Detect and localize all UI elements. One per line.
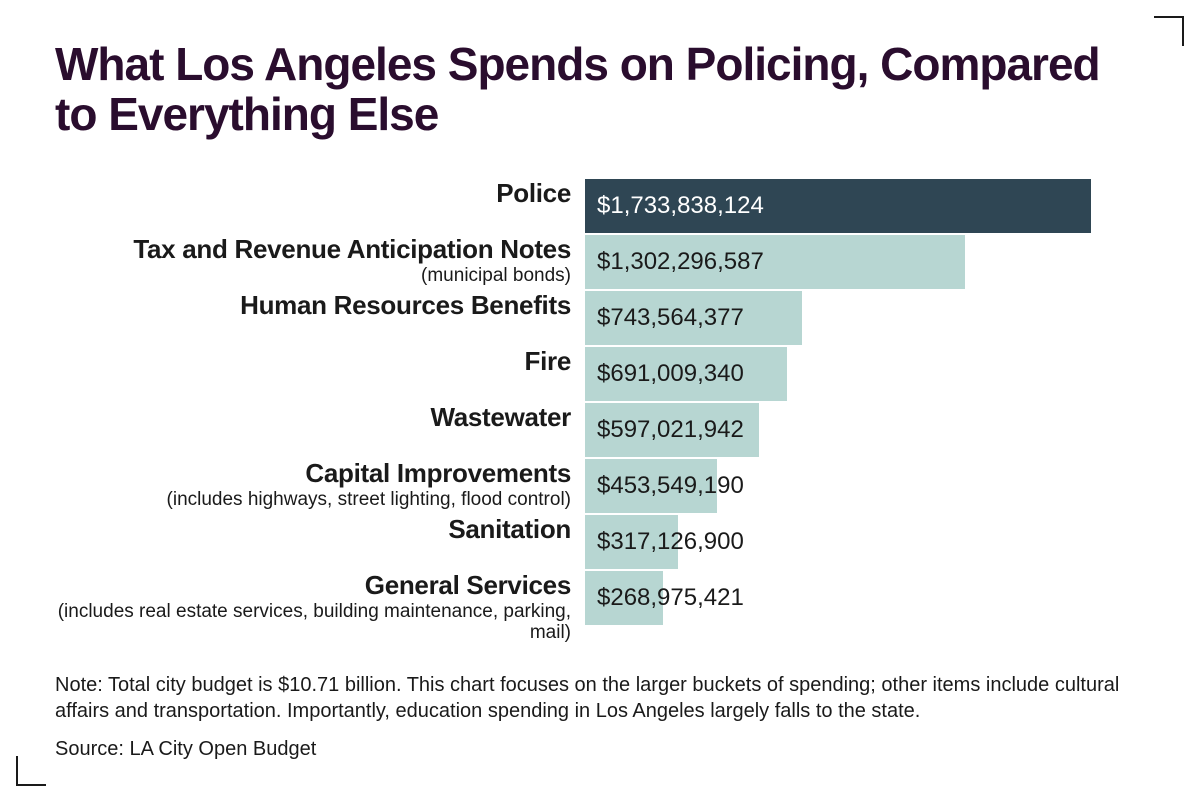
bar-sublabel: (municipal bonds) [421, 266, 571, 287]
bar-col: $453,549,190 [585, 459, 1145, 513]
bar-value: $453,549,190 [597, 472, 744, 500]
bar-col: $268,975,421 [585, 571, 1145, 625]
bar-value: $317,126,900 [597, 528, 744, 556]
bar: $1,733,838,124 [585, 179, 1091, 233]
chart-note: Note: Total city budget is $10.71 billio… [55, 672, 1145, 724]
bar: $1,302,296,587 [585, 235, 965, 289]
bar-label: Capital Improvements [305, 459, 571, 489]
chart-title: What Los Angeles Spends on Policing, Com… [55, 40, 1145, 139]
bar-value: $1,733,838,124 [597, 192, 764, 220]
bar-value: $268,975,421 [597, 584, 744, 612]
bar: $453,549,190 [585, 459, 717, 513]
bar-label: Tax and Revenue Anticipation Notes [133, 235, 571, 265]
bar: $268,975,421 [585, 571, 663, 625]
bar-sublabel: (includes real estate services, building… [55, 602, 571, 644]
bar-sublabel: (includes highways, street lighting, flo… [167, 490, 571, 511]
bar-col: $1,733,838,124 [585, 179, 1145, 233]
corner-decoration-top-right [1154, 16, 1184, 46]
bar: $691,009,340 [585, 347, 787, 401]
bar-value: $1,302,296,587 [597, 248, 764, 276]
bar-col: $743,564,377 [585, 291, 1145, 345]
chart-container: What Los Angeles Spends on Policing, Com… [0, 0, 1200, 791]
bar-row: Tax and Revenue Anticipation Notes(munic… [55, 235, 1145, 289]
bar-label: Sanitation [448, 515, 571, 545]
bar-value: $597,021,942 [597, 416, 744, 444]
bar-label-col: Capital Improvements(includes highways, … [55, 459, 585, 511]
bar-col: $691,009,340 [585, 347, 1145, 401]
chart-source: Source: LA City Open Budget [55, 738, 1145, 761]
bar-value: $691,009,340 [597, 360, 744, 388]
bar: $317,126,900 [585, 515, 678, 569]
bar-col: $1,302,296,587 [585, 235, 1145, 289]
bar: $597,021,942 [585, 403, 759, 457]
bar-row: Wastewater $597,021,942 [55, 403, 1145, 457]
bar-row: Fire $691,009,340 [55, 347, 1145, 401]
bar-col: $597,021,942 [585, 403, 1145, 457]
bar-row: Police $1,733,838,124 [55, 179, 1145, 233]
bar-value: $743,564,377 [597, 304, 744, 332]
bar-label-col: General Services(includes real estate se… [55, 571, 585, 644]
bar-label-col: Police [55, 179, 585, 209]
bar-label: Human Resources Benefits [240, 291, 571, 321]
bar-chart: Police $1,733,838,124 Tax and Revenue Anti… [55, 179, 1145, 644]
bar-label: General Services [365, 571, 571, 601]
corner-decoration-bottom-left [16, 756, 46, 786]
bar-label-col: Human Resources Benefits [55, 291, 585, 321]
bar-row: Human Resources Benefits $743,564,377 [55, 291, 1145, 345]
bar-row: General Services(includes real estate se… [55, 571, 1145, 644]
bar: $743,564,377 [585, 291, 802, 345]
bar-col: $317,126,900 [585, 515, 1145, 569]
bar-label-col: Wastewater [55, 403, 585, 433]
bar-label-col: Sanitation [55, 515, 585, 545]
bar-row: Sanitation $317,126,900 [55, 515, 1145, 569]
bar-label-col: Fire [55, 347, 585, 377]
bar-label-col: Tax and Revenue Anticipation Notes(munic… [55, 235, 585, 287]
bar-label: Wastewater [430, 403, 571, 433]
bar-row: Capital Improvements(includes highways, … [55, 459, 1145, 513]
bar-label: Fire [525, 347, 571, 377]
bar-label: Police [496, 179, 571, 209]
